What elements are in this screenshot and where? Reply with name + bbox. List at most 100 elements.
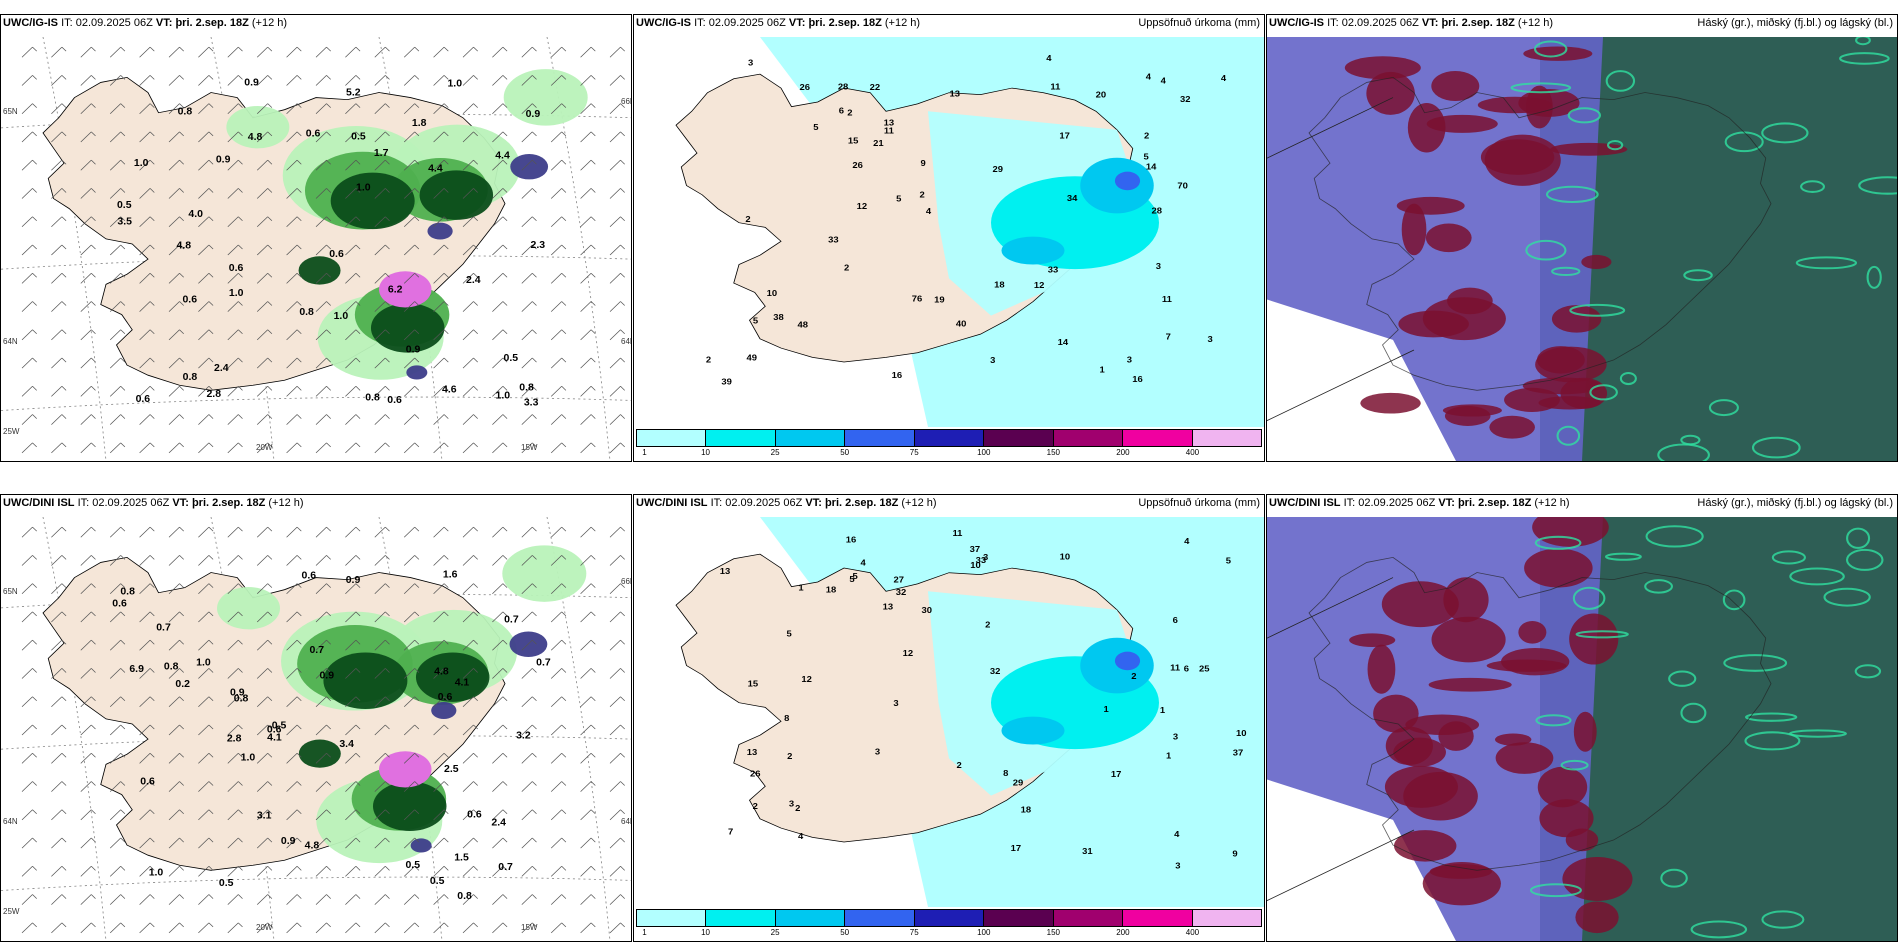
precip-value-label: 0.9 (216, 155, 231, 166)
wind-barb (227, 526, 243, 538)
accum-value-label: 15 (848, 136, 859, 145)
wind-barb (433, 329, 449, 341)
accum-value-label: 8 (784, 714, 789, 723)
wind-barb (198, 809, 214, 821)
wind-barb (580, 244, 596, 256)
wind-barb (433, 442, 449, 454)
wind-barb (21, 216, 37, 228)
precip-value-label: 4.1 (455, 677, 470, 688)
wind-barb (403, 583, 420, 594)
wind-barb (609, 866, 625, 877)
wind-barb (168, 866, 184, 877)
precip-value-label: 1.5 (454, 853, 469, 864)
wind-barb (80, 216, 96, 228)
wind-barb (198, 357, 214, 369)
precip-value-label: 6.9 (129, 664, 144, 675)
wind-barb (227, 131, 243, 143)
wind-barb (168, 894, 184, 905)
wind-barb (492, 894, 508, 905)
wind-barb (80, 809, 96, 821)
precip-value-label: 4.1 (267, 733, 282, 744)
wind-barb (433, 386, 449, 397)
wind-barb (580, 724, 596, 736)
precip-area (226, 105, 290, 149)
wind-barb (403, 526, 420, 538)
wind-barb (462, 526, 478, 538)
wind-barb (609, 414, 625, 425)
it-label: IT: (61, 17, 73, 29)
wind-barb (580, 414, 596, 425)
colorbar-cell (637, 430, 707, 446)
wind-barb (580, 668, 596, 679)
wind-barb (403, 611, 420, 623)
wind-barb (580, 526, 596, 538)
wind-barb (51, 386, 67, 397)
accum-value-label: 14 (1058, 338, 1069, 347)
wind-barb (80, 639, 96, 651)
wind-barb (609, 922, 625, 934)
vt-value: þri. 2.sep. 18Z (1441, 17, 1515, 29)
wind-barb (168, 386, 184, 397)
map-area: 0.5 0.7 0.9 1.5 0.8 0.7 1.0 0.6 0.5 0.5 0.6 0.5 0.7 0… (1, 517, 631, 941)
wind-barb (198, 301, 214, 312)
wind-barb (462, 555, 478, 566)
wind-barb (256, 922, 273, 934)
wind-barb (21, 46, 37, 58)
wind-barb (550, 442, 567, 454)
precip-value-label: 0.6 (136, 394, 151, 405)
wind-barb (286, 752, 302, 764)
wind-barb (403, 272, 420, 284)
wind-barb (492, 75, 508, 86)
precip-value-label: 5.2 (346, 88, 361, 99)
wind-barb (492, 414, 508, 425)
wind-barb (286, 159, 302, 171)
wind-barb (521, 329, 537, 341)
wind-barb (550, 752, 567, 764)
low-cloud-cell (1381, 581, 1459, 628)
wind-barb (403, 922, 420, 934)
wind-barb (80, 188, 96, 199)
accum-value-label: 4 (860, 558, 865, 567)
wind-barb (521, 414, 537, 425)
axis-label: 15W (521, 443, 538, 452)
wind-barb (139, 329, 155, 341)
wind-barb (492, 866, 508, 877)
wind-barb (580, 301, 596, 312)
wind-barb (21, 272, 37, 284)
accum-value-label: 38 (773, 313, 784, 322)
wind-barb (374, 159, 390, 171)
wind-barb (80, 75, 96, 86)
wind-barb (403, 216, 420, 228)
vt-value: þri. 2.sep. 18Z (824, 497, 899, 509)
wind-barb (51, 272, 67, 284)
low-cloud-cell (1535, 346, 1607, 383)
accum-value-label: 17 (1011, 844, 1022, 853)
wind-barb (286, 216, 302, 228)
low-cloud-cell (1431, 70, 1480, 102)
accum-value-label: 4 (798, 831, 803, 840)
wind-barb (198, 611, 214, 623)
wind-barb (609, 188, 625, 199)
precip-value-label: 0.5 (504, 353, 519, 364)
wind-barb (403, 696, 420, 708)
wind-barb (492, 357, 508, 369)
precip-area (330, 172, 415, 230)
wind-barb (139, 216, 155, 228)
accum-value-label: 33 (1048, 265, 1059, 274)
wind-barb (21, 301, 37, 312)
wind-barb (462, 837, 478, 849)
wind-barb (51, 837, 67, 849)
accum-value-label: 4 (1161, 76, 1166, 85)
wind-barb (492, 244, 508, 256)
wind-barb (80, 159, 96, 171)
wind-barb (462, 583, 478, 594)
colorbar-tick: 10 (701, 448, 710, 457)
precip-value-label: 4.4 (428, 164, 443, 175)
accum-value-label: 33 (976, 555, 987, 564)
wind-barb (462, 611, 478, 623)
low-cloud-cell (1575, 901, 1619, 934)
precip-value-label: 3.2 (516, 731, 531, 742)
lead-time: (+12 h) (251, 17, 288, 29)
accum-value-label: 1 (1103, 705, 1108, 714)
low-cloud-cell (1422, 297, 1506, 341)
